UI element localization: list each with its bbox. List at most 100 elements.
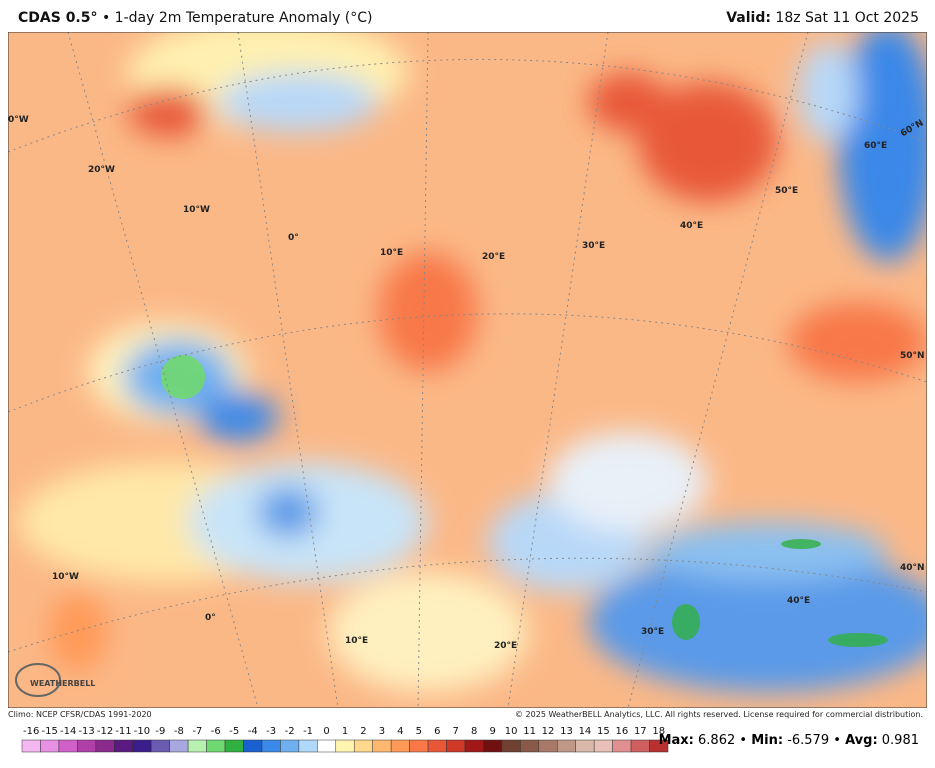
stats: Max: 6.862 • Min: -6.579 • Avg: 0.981 <box>659 733 919 748</box>
stat-value: 0.981 <box>881 733 919 748</box>
colorbar-swatch <box>446 739 466 753</box>
colorbar-swatch <box>40 739 60 753</box>
lon-label: 50°E <box>775 186 798 196</box>
colorbar-label: -4 <box>248 726 258 737</box>
colorbar-label: -14 <box>60 726 76 737</box>
colorbar-label: 9 <box>489 726 495 737</box>
colorbar-swatch <box>464 739 484 753</box>
colorbar-label: -2 <box>285 726 295 737</box>
colorbar-label: 17 <box>634 726 647 737</box>
title: • 1-day 2m Temperature Anomaly (°C) <box>101 10 373 26</box>
logo: WEATHERBELL <box>15 663 95 697</box>
colorbar-label: 13 <box>560 726 573 737</box>
lon-label: 60°E <box>864 141 887 151</box>
colorbar-label: 3 <box>379 726 385 737</box>
colorbar-swatch <box>353 739 373 753</box>
colorbar-swatch <box>520 739 540 753</box>
stat-label: Avg: <box>845 733 878 748</box>
lon-label: 20°E <box>494 641 517 651</box>
colorbar-swatch <box>390 739 410 753</box>
colorbar-swatch <box>77 739 97 753</box>
colorbar-swatch <box>317 739 337 753</box>
colorbar: -16 -15 -14 -13 -12 -11 -10 -9 -8 -7 -6 -5 -4 -3 -2 -1 0… <box>21 726 669 753</box>
lat-label: 40°N <box>900 563 925 573</box>
lon-label: 0°W <box>8 115 29 125</box>
colorbar-label: -6 <box>211 726 221 737</box>
colorbar-swatch <box>483 739 503 753</box>
lon-label: 40°E <box>680 221 703 231</box>
colorbar-swatch <box>114 739 133 753</box>
colorbar-swatch <box>261 739 281 753</box>
logo-text: WEATHERBELL <box>30 679 95 688</box>
colorbar-label: -3 <box>266 726 276 737</box>
colorbar-label: -7 <box>192 726 202 737</box>
colorbar-swatch <box>224 739 244 753</box>
colorbar-label: 4 <box>397 726 403 737</box>
colorbar-swatch <box>58 739 78 753</box>
colorbar-swatch <box>150 739 170 753</box>
lon-label: 30°E <box>582 241 605 251</box>
header-right: Valid: 18z Sat 11 Oct 2025 <box>726 10 919 26</box>
colorbar-label: 7 <box>453 726 459 737</box>
colorbar-label: -12 <box>97 726 113 737</box>
colorbar-swatch <box>612 739 632 753</box>
map: 0°W 20°W 10°W 0° 10°E 20°E 30°E 40°E 50°… <box>8 32 927 708</box>
separator: • <box>833 733 841 748</box>
model: CDAS 0.5° <box>18 10 98 26</box>
separator: • <box>739 733 748 748</box>
colorbar-label: 1 <box>342 726 348 737</box>
lon-label: 20°W <box>88 165 115 175</box>
lat-label: 50°N <box>900 351 925 361</box>
colorbar-label: -10 <box>134 726 150 737</box>
valid-time: 18z Sat 11 Oct 2025 <box>775 10 919 26</box>
colorbar-label: 12 <box>542 726 555 737</box>
colorbar-swatch <box>206 739 226 753</box>
colorbar-label: -5 <box>229 726 239 737</box>
valid-label: Valid: <box>726 10 771 26</box>
colorbar-label: 10 <box>505 726 518 737</box>
colorbar-swatch <box>95 739 115 753</box>
colorbar-label: 18 <box>652 726 665 737</box>
lon-label: 0° <box>288 233 299 243</box>
colorbar-label: 2 <box>360 726 366 737</box>
colorbar-label: 16 <box>615 726 628 737</box>
lon-label: 0° <box>205 613 216 623</box>
colorbar-label: -16 <box>23 726 39 737</box>
lon-label: 10°E <box>380 248 403 258</box>
colorbar-swatch <box>630 739 650 753</box>
colorbar-label: 6 <box>434 726 440 737</box>
climo-note: Climo: NCEP CFSR/CDAS 1991-2020 <box>8 710 152 719</box>
colorbar-swatch <box>280 739 300 753</box>
colorbar-label: -15 <box>42 726 58 737</box>
lon-label: 30°E <box>641 627 664 637</box>
colorbar-label: -13 <box>78 726 94 737</box>
colorbar-label: -11 <box>115 726 131 737</box>
stat-label: Min: <box>751 733 784 748</box>
lon-label: 10°E <box>345 636 368 646</box>
colorbar-swatch <box>169 739 189 753</box>
colorbar-label: -9 <box>155 726 165 737</box>
colorbar-swatch <box>575 739 595 753</box>
colorbar-label: 0 <box>323 726 329 737</box>
stat-value: -6.579 <box>787 733 830 748</box>
copyright: © 2025 WeatherBELL Analytics, LLC. All r… <box>515 710 923 719</box>
colorbar-swatch <box>21 739 41 753</box>
colorbar-label: 5 <box>416 726 422 737</box>
colorbar-swatch <box>298 739 318 753</box>
stat-value: 6.862 <box>698 733 736 748</box>
colorbar-label: 15 <box>597 726 610 737</box>
colorbar-swatch <box>409 739 429 753</box>
stat-label: Max: <box>658 733 694 748</box>
colorbar-swatch <box>372 739 392 753</box>
colorbar-label: -8 <box>174 726 184 737</box>
colorbar-swatch <box>427 739 447 753</box>
colorbar-label: 8 <box>471 726 477 737</box>
colorbar-label: 14 <box>579 726 592 737</box>
lon-label: 10°W <box>183 205 210 215</box>
colorbar-swatch <box>557 739 576 753</box>
colorbar-swatch <box>649 739 669 753</box>
anomaly-field <box>8 32 927 708</box>
colorbar-label: 11 <box>523 726 536 737</box>
colorbar-swatch <box>593 739 613 753</box>
